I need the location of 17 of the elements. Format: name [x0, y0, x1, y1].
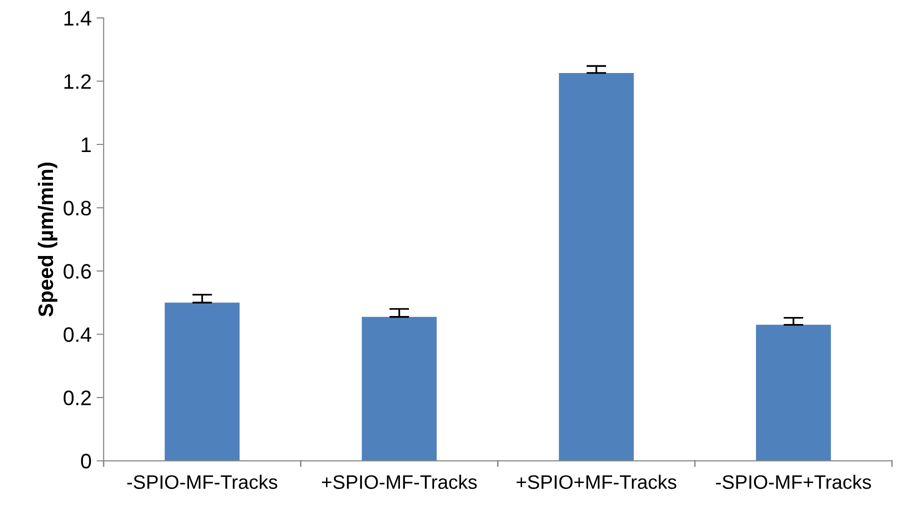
y-tick-label: 1 [82, 138, 91, 152]
bar [164, 302, 240, 461]
y-tick-label: 0.8 [64, 200, 91, 216]
y-tick-label: 1.2 [64, 74, 91, 89]
y-axis-title: Speed (µm/min) [38, 162, 58, 317]
x-tick-label: -SPIO-MF-Tracks [127, 474, 278, 489]
y-tick-label: 0 [81, 454, 91, 469]
bar [756, 324, 831, 461]
bar [362, 316, 437, 461]
y-tick-label: 0.6 [64, 264, 91, 279]
x-tick-label: +SPIO-MF-Tracks [322, 474, 477, 489]
y-tick-label: 0.4 [64, 327, 92, 342]
bar [558, 72, 634, 461]
x-tick-label: +SPIO+MF-Tracks [516, 474, 676, 489]
y-tick-label: 0.2 [64, 390, 91, 406]
x-tick-label: -SPIO-MF+Tracks [716, 474, 871, 489]
y-tick-label: 1.4 [64, 11, 92, 26]
